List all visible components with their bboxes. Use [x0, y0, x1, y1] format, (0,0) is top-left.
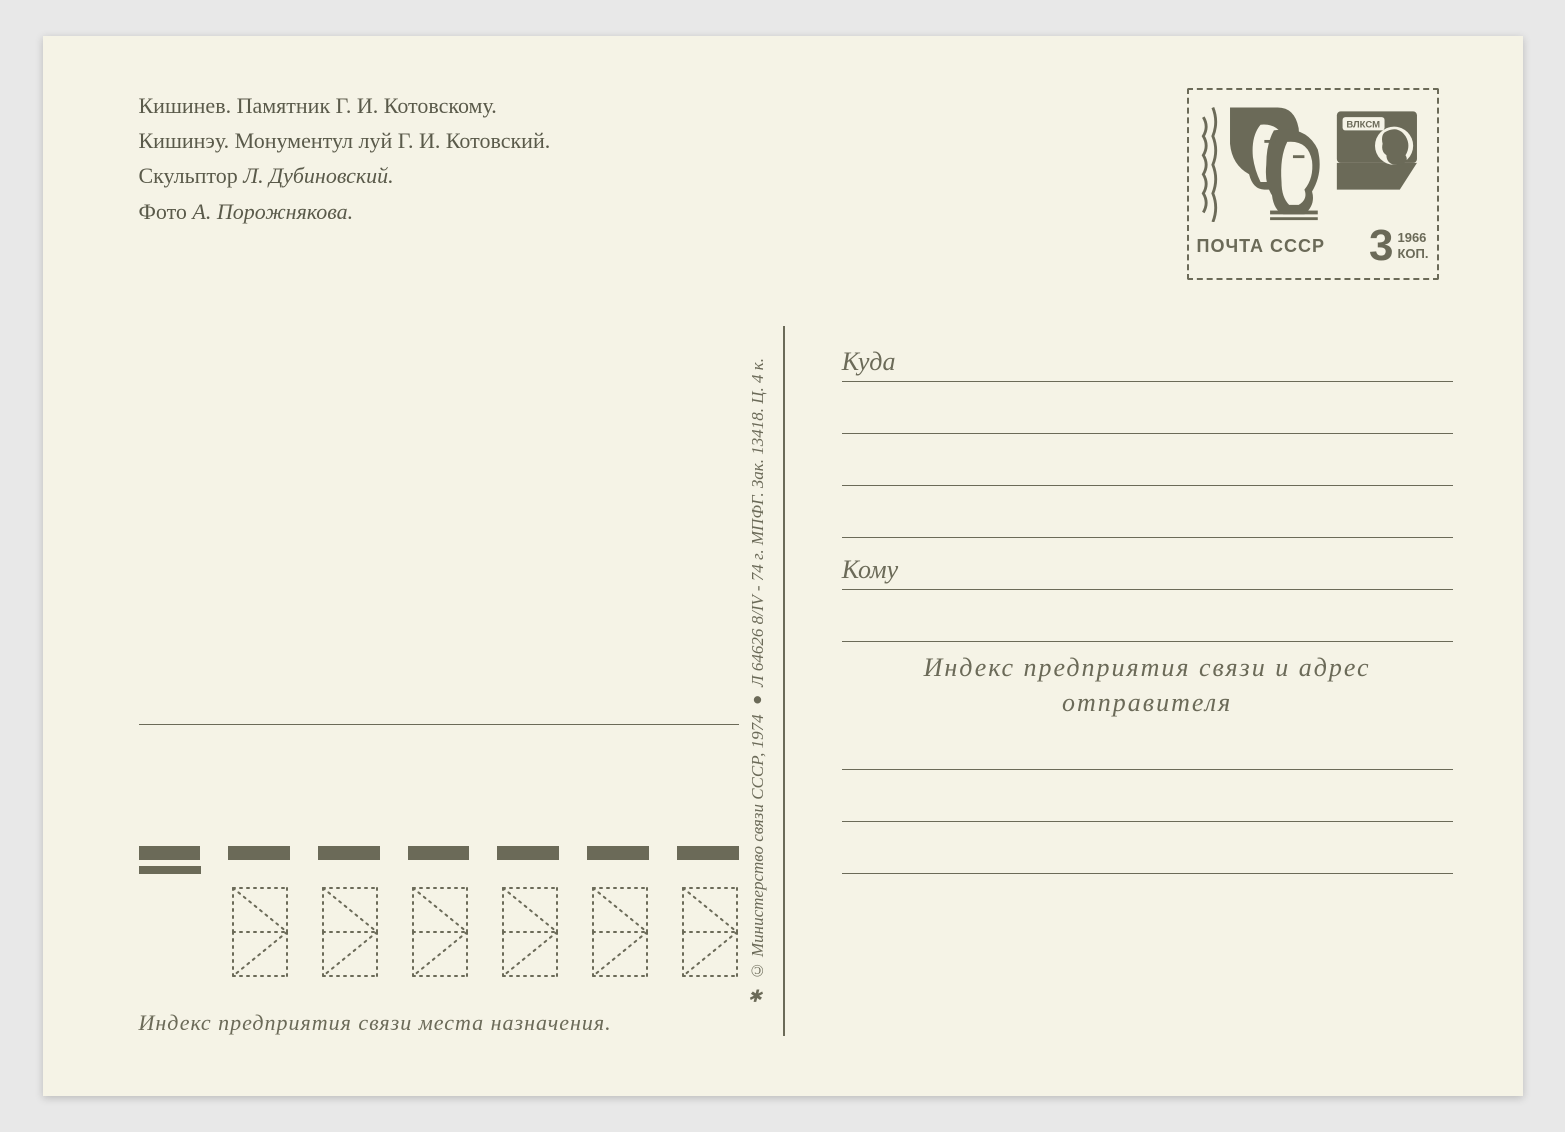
- stamp-art-svg: ВЛКСМ: [1197, 98, 1429, 222]
- stamp-content: ВЛКСМ ПОЧТА СССР 3 1966 КОП.: [1197, 98, 1429, 270]
- stamp-year-kop: 1966 КОП.: [1397, 230, 1428, 261]
- sculptor-name: Л. Дубиновский.: [243, 163, 393, 188]
- header-line-3: Скульптор Л. Дубиновский.: [139, 158, 551, 193]
- addr-blank-2[interactable]: [842, 440, 1453, 486]
- center-divider: [783, 326, 785, 1036]
- index-marker-bar: [677, 846, 739, 860]
- index-marker-bar: [318, 846, 380, 860]
- sender-index-label-l1: Индекс предприятия связи и адрес: [924, 653, 1371, 682]
- addr-kuda-label: Куда: [842, 347, 896, 377]
- sender-blank-2[interactable]: [842, 776, 1453, 822]
- photographer-name: А. Порожнякова.: [192, 199, 353, 224]
- addr-blank-1[interactable]: [842, 388, 1453, 434]
- header-caption: Кишинев. Памятник Г. И. Котовскому. Киши…: [139, 88, 551, 229]
- publisher-imprint: ✱ © Министерство связи СССР, 1974 ● Л 64…: [743, 326, 773, 1036]
- index-half-bar: [139, 866, 201, 874]
- sender-blank-1[interactable]: [842, 724, 1453, 770]
- addr-blank-3[interactable]: [842, 492, 1453, 538]
- index-marker-bar: [139, 846, 201, 860]
- publisher-imprint-text: ✱ © Министерство связи СССР, 1974 ● Л 64…: [748, 358, 768, 1004]
- index-separator-line: [139, 724, 739, 725]
- sender-index-label-l2: отправителя: [1062, 688, 1232, 717]
- index-marker-bar: [228, 846, 290, 860]
- header-line-2: Кишинэу. Монументул луй Г. И. Котовский.: [139, 123, 551, 158]
- index-marker-bar: [408, 846, 470, 860]
- index-digit-cell[interactable]: [499, 884, 561, 980]
- stamp-year: 1966: [1397, 230, 1428, 246]
- stamp-illustration: ВЛКСМ: [1197, 98, 1429, 222]
- postcard: Кишинев. Памятник Г. И. Котовскому. Киши…: [43, 36, 1523, 1096]
- index-caption: Индекс предприятия связи места назначени…: [139, 1010, 739, 1036]
- addr-komu-label: Кому: [842, 555, 898, 585]
- postage-stamp: ВЛКСМ ПОЧТА СССР 3 1966 КОП.: [1183, 84, 1443, 284]
- addr-blank-4[interactable]: [842, 596, 1453, 642]
- header-line-1: Кишинев. Памятник Г. И. Котовскому.: [139, 88, 551, 123]
- photo-prefix: Фото: [139, 199, 193, 224]
- index-digit-cell[interactable]: [319, 884, 381, 980]
- index-digit-cell[interactable]: [229, 884, 291, 980]
- index-digit-cell[interactable]: [409, 884, 471, 980]
- stamp-value: 3: [1369, 224, 1393, 268]
- postal-index-area: Индекс предприятия связи места назначени…: [139, 846, 739, 1036]
- index-digit-cells[interactable]: [229, 884, 739, 980]
- index-marker-bar: [587, 846, 649, 860]
- index-digit-cell[interactable]: [679, 884, 741, 980]
- sender-index-label: Индекс предприятия связи и адрес отправи…: [842, 650, 1453, 720]
- address-section: Куда Кому Индекс предприятия связи и адр…: [842, 336, 1453, 880]
- header-line-4: Фото А. Порожнякова.: [139, 194, 551, 229]
- stamp-denomination-row: ПОЧТА СССР 3 1966 КОП.: [1197, 222, 1429, 270]
- addr-kuda-line[interactable]: Куда: [842, 336, 1453, 382]
- sculptor-prefix: Скульптор: [139, 163, 244, 188]
- sender-blank-3[interactable]: [842, 828, 1453, 874]
- index-digit-cell[interactable]: [589, 884, 651, 980]
- addr-komu-line[interactable]: Кому: [842, 544, 1453, 590]
- index-marker-bars: [139, 846, 739, 860]
- stamp-pochta-label: ПОЧТА СССР: [1197, 236, 1366, 257]
- stamp-kop: КОП.: [1397, 246, 1428, 262]
- stamp-badge-text: ВЛКСМ: [1346, 120, 1380, 131]
- index-marker-bar: [497, 846, 559, 860]
